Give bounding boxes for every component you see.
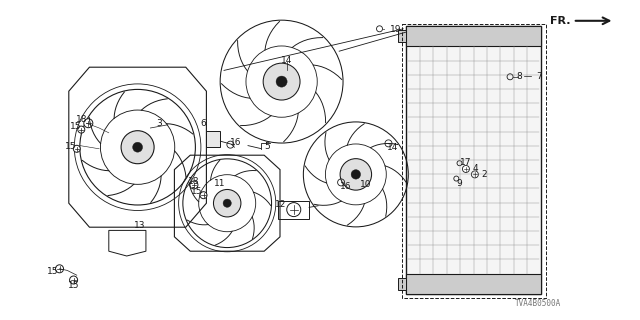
Text: 9: 9: [457, 179, 462, 188]
Text: 15: 15: [47, 267, 58, 276]
Bar: [398, 30, 406, 42]
Circle shape: [463, 165, 469, 172]
Circle shape: [214, 189, 241, 217]
Text: 18: 18: [76, 116, 88, 124]
Text: 3: 3: [156, 119, 161, 128]
Circle shape: [190, 181, 198, 189]
Text: 15: 15: [70, 122, 81, 131]
Bar: [406, 274, 541, 294]
Circle shape: [78, 126, 84, 133]
Text: 11: 11: [214, 179, 225, 188]
Text: 4: 4: [472, 164, 477, 173]
Text: 6: 6: [201, 119, 206, 128]
Text: 15: 15: [68, 281, 79, 290]
Circle shape: [276, 76, 287, 87]
Circle shape: [56, 265, 63, 273]
Bar: [398, 278, 406, 290]
Text: 5: 5: [265, 142, 270, 151]
Circle shape: [200, 192, 207, 199]
Text: FR.: FR.: [550, 16, 571, 26]
Text: 14: 14: [387, 143, 399, 152]
Circle shape: [132, 142, 143, 152]
Bar: [402, 24, 546, 298]
Circle shape: [70, 276, 77, 284]
Circle shape: [351, 170, 360, 179]
Text: 15: 15: [191, 188, 203, 196]
Text: 16: 16: [340, 182, 351, 191]
Text: 17: 17: [460, 158, 472, 167]
Bar: [406, 26, 541, 294]
Text: 10: 10: [360, 180, 372, 189]
Text: 13: 13: [134, 221, 145, 230]
Text: 18: 18: [188, 177, 199, 186]
Bar: [206, 131, 220, 147]
Circle shape: [340, 159, 372, 190]
Text: 8: 8: [517, 72, 522, 81]
Text: 7: 7: [537, 72, 542, 81]
Text: 19: 19: [390, 25, 401, 34]
Text: 15: 15: [65, 142, 76, 151]
Text: 16: 16: [230, 138, 241, 147]
Text: 2: 2: [482, 170, 487, 179]
Circle shape: [472, 171, 478, 178]
Bar: [406, 26, 541, 46]
Circle shape: [121, 131, 154, 164]
Circle shape: [223, 199, 231, 207]
Text: 14: 14: [281, 56, 292, 65]
Circle shape: [287, 203, 301, 217]
Circle shape: [74, 145, 80, 152]
FancyArrowPatch shape: [575, 18, 609, 24]
Bar: [278, 201, 309, 219]
Circle shape: [263, 63, 300, 100]
Text: TVA4B0500A: TVA4B0500A: [515, 300, 561, 308]
Text: 12: 12: [275, 200, 286, 209]
Circle shape: [84, 119, 93, 128]
